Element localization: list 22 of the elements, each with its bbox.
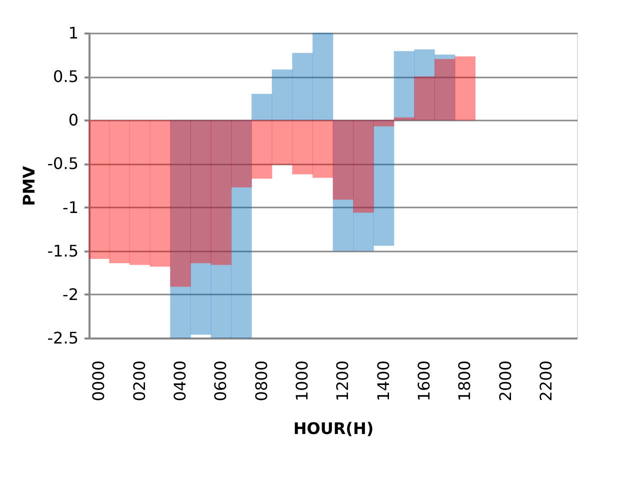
y-tick-label: -1.5 (47, 241, 78, 260)
x-tick-label: 1400 (374, 360, 393, 402)
x-tick-label: 0600 (211, 360, 230, 402)
x-tick-label: 0800 (252, 360, 271, 402)
x-axis-title: HOUR(H) (293, 419, 374, 438)
x-tick-label: 0200 (130, 360, 149, 402)
x-tick-label: 0000 (89, 360, 108, 402)
x-tick-label: 1000 (292, 360, 312, 402)
x-tick-label: 1200 (333, 360, 352, 402)
x-tick-label: 2000 (496, 360, 515, 402)
y-axis-title: PMV (19, 165, 38, 206)
x-tick-label: 1800 (455, 360, 474, 402)
y-tick-label: -2.5 (47, 328, 78, 348)
y-tick-label: -1 (62, 198, 78, 217)
y-tick-label: -2 (62, 284, 78, 304)
y-tick-label: -0.5 (47, 154, 78, 174)
x-tick-label: 2200 (536, 360, 556, 402)
y-tick-label: 0 (68, 110, 78, 130)
x-tick-label: 1600 (414, 360, 434, 402)
y-tick-label: 1 (68, 24, 78, 42)
x-tick-label: 0400 (170, 360, 190, 402)
y-tick-label: 0.5 (53, 67, 78, 86)
